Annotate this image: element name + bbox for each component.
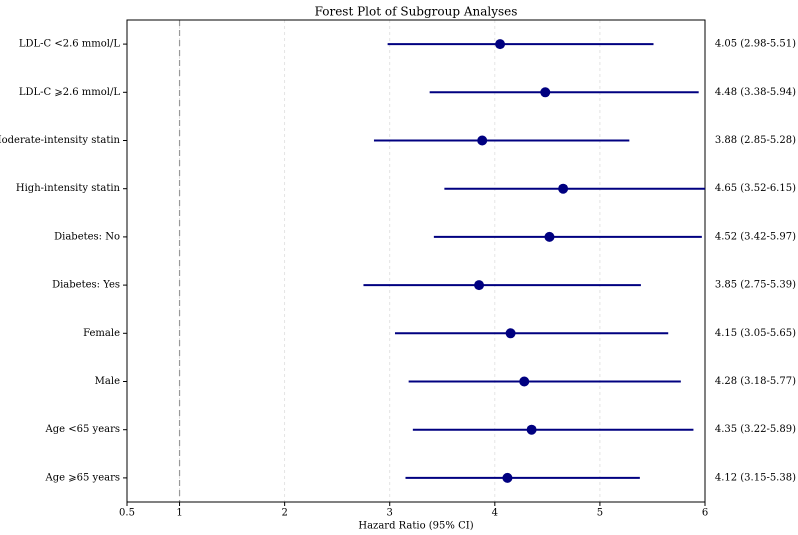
x-tick-label: 1 — [176, 508, 182, 519]
y-tick-label: Female — [83, 328, 120, 339]
x-tick-label: 5 — [597, 508, 603, 519]
point-estimate — [540, 87, 551, 98]
value-label: 4.35 (3.22-5.89) — [715, 424, 796, 435]
value-label: 4.65 (3.52-6.15) — [715, 183, 796, 194]
point-estimate — [558, 183, 569, 194]
value-label: 4.48 (3.38-5.94) — [715, 87, 796, 98]
y-tick-label: Age ⩾65 years — [45, 472, 120, 483]
y-tick-label: Moderate-intensity statin — [0, 135, 121, 146]
y-tick-label: Diabetes: No — [54, 231, 120, 242]
value-label: 3.85 (2.75-5.39) — [715, 280, 796, 291]
y-tick-label: Diabetes: Yes — [52, 280, 120, 291]
x-axis-label: Hazard Ratio (95% CI) — [358, 521, 473, 532]
plot-frame — [126, 19, 706, 503]
point-estimate — [544, 231, 555, 242]
point-estimate — [505, 328, 516, 339]
y-tick-label: Age <65 years — [45, 424, 120, 435]
y-tick-label: Male — [95, 376, 120, 387]
y-tick-label: High-intensity statin — [16, 183, 121, 194]
point-estimate — [519, 376, 530, 387]
value-label: 4.05 (2.98-5.51) — [715, 39, 796, 50]
value-label: 4.12 (3.15-5.38) — [715, 472, 796, 483]
chart-title: Forest Plot of Subgroup Analyses — [315, 5, 518, 19]
value-label: 4.15 (3.05-5.65) — [715, 328, 796, 339]
x-tick-label: 2 — [281, 508, 287, 519]
point-estimate — [477, 135, 488, 146]
value-label: 3.88 (2.85-5.28) — [715, 135, 796, 146]
value-label: 4.28 (3.18-5.77) — [715, 376, 796, 387]
y-tick-label: LDL-C ⩾2.6 mmol/L — [19, 87, 121, 98]
point-estimate — [474, 280, 485, 291]
point-estimate — [526, 424, 537, 435]
x-tick-label: 6 — [702, 508, 708, 519]
point-estimate — [502, 472, 513, 483]
point-estimate — [495, 39, 506, 50]
x-tick-label: 3 — [387, 508, 393, 519]
x-tick-label: 0.5 — [119, 508, 135, 519]
y-tick-label: LDL-C <2.6 mmol/L — [19, 39, 121, 50]
x-tick-label: 4 — [492, 508, 498, 519]
value-label: 4.52 (3.42-5.97) — [715, 231, 796, 242]
